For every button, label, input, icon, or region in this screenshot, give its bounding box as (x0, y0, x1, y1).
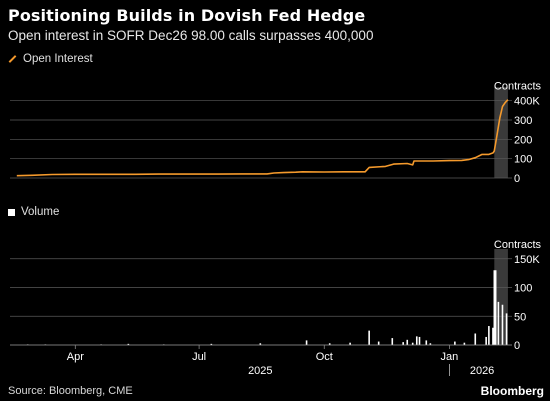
highlight-band (494, 87, 508, 178)
volume-bar (492, 327, 494, 345)
volume-bar (377, 341, 380, 345)
bloomberg-logo: Bloomberg (480, 384, 544, 398)
volume-bar (127, 343, 130, 345)
volume-bar (415, 336, 418, 345)
chart-title: Positioning Builds in Dovish Fed Hedge (8, 6, 366, 25)
volume-bar (505, 313, 508, 345)
x-year-label: 2026 (470, 365, 494, 377)
volume-bar (425, 340, 428, 345)
volume-bar (406, 339, 409, 345)
y-tick-label: 100 (514, 283, 532, 295)
y-tick-label: 100 (514, 154, 532, 166)
volume-bar (210, 343, 213, 345)
legend-volume: Volume (8, 206, 59, 218)
open-interest-line (16, 99, 509, 177)
x-tick-label: Apr (67, 351, 84, 363)
y-unit-label: Contracts (494, 239, 542, 251)
volume-bar (485, 336, 487, 345)
legend-open-interest-label: Open Interest (23, 53, 93, 65)
volume-bar (429, 343, 432, 345)
volume-bar (411, 342, 414, 345)
y-tick-label: 0 (514, 173, 520, 185)
volume-bar (488, 326, 490, 345)
legend-open-interest: Open Interest (8, 53, 93, 65)
source-note: Source: Bloomberg, CME (8, 385, 133, 397)
y-tick-label: 400K (514, 96, 540, 108)
y-tick-label: 0 (514, 340, 520, 352)
volume-bar (497, 301, 500, 345)
volume-bar (349, 342, 351, 345)
x-tick-label: Jul (192, 351, 206, 363)
volume-bar (402, 342, 404, 345)
volume-bar (259, 343, 262, 345)
y-tick-label: 50 (514, 311, 526, 323)
volume-panel: 0 50 100 150K Contracts (10, 239, 541, 352)
open-interest-panel: 0 100 200 300 400K Contracts (10, 81, 541, 185)
volume-bar (368, 330, 370, 345)
volume-bar (493, 270, 496, 345)
x-year-label: 2025 (248, 365, 272, 377)
volume-bar (463, 342, 466, 345)
volume-bar (454, 341, 456, 345)
chart-subtitle: Open interest in SOFR Dec26 98.00 calls … (8, 28, 374, 43)
x-tick-label: Jan (441, 351, 459, 363)
volume-bar (474, 333, 477, 345)
volume-bar (494, 270, 497, 345)
x-axis: Apr Jul Oct Jan 2025 2026 (10, 344, 512, 377)
volume-bar (305, 340, 308, 345)
y-tick-label: 300 (514, 115, 532, 127)
x-tick-label: Oct (316, 351, 333, 363)
y-tick-label: 150K (514, 254, 540, 266)
y-unit-label: Contracts (494, 81, 542, 93)
y-tick-label: 200 (514, 134, 532, 146)
volume-bar (501, 304, 504, 345)
volume-bar (391, 338, 394, 345)
legend-volume-label: Volume (21, 206, 60, 218)
volume-bar (328, 343, 331, 345)
volume-bar (418, 336, 421, 345)
legend-bar-swatch (8, 208, 15, 216)
